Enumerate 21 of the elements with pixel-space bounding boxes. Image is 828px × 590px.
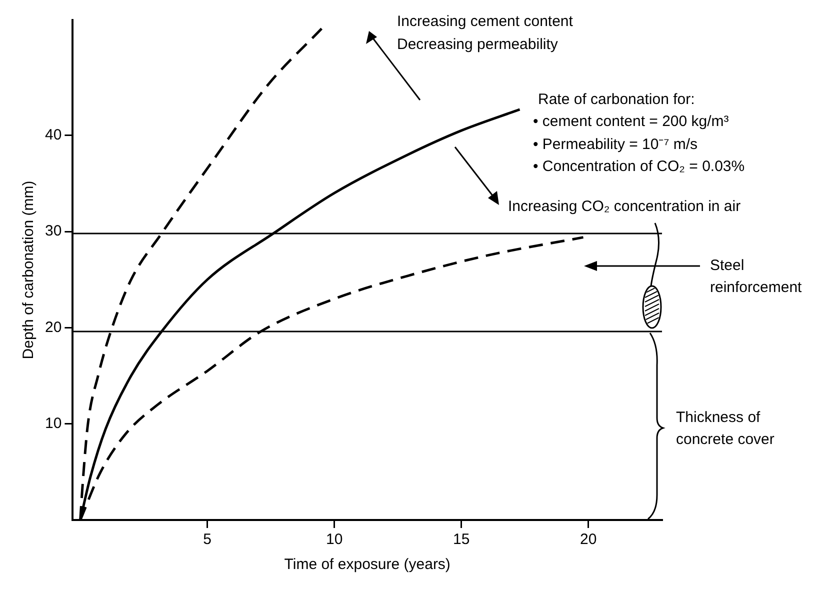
x-axis-title: Time of exposure (years)	[284, 556, 450, 574]
annotation: Increasing CO₂ concentration in air	[508, 198, 741, 216]
y-tick-label: 20	[44, 318, 62, 336]
y-tick-label: 10	[44, 414, 62, 432]
annotation: • Concentration of CO₂ = 0.03%	[533, 158, 745, 176]
text: concrete cover	[676, 431, 774, 448]
x-tick-label: 20	[580, 531, 597, 548]
annotation: Increasing cement content	[397, 13, 574, 30]
text: Steel	[710, 257, 744, 274]
y-tick-label: 30	[44, 222, 62, 240]
annotation: Decreasing permeability	[397, 36, 558, 54]
x-tick-label: 15	[452, 531, 470, 548]
x-tick-label: 5	[203, 531, 212, 548]
annotation: • cement content = 200 kg/m³	[533, 113, 729, 130]
annotation: Rate of carbonation for:	[538, 91, 695, 108]
x-tick-label: 10	[326, 531, 343, 548]
text: Thickness of	[676, 409, 762, 426]
y-tick-label: 40	[44, 126, 62, 144]
annotation: • Permeability = 10⁻⁷ m/s	[533, 136, 698, 154]
y-axis-title: Depth of carbonation (mm)	[20, 180, 38, 360]
text: reinforcement	[710, 279, 803, 296]
